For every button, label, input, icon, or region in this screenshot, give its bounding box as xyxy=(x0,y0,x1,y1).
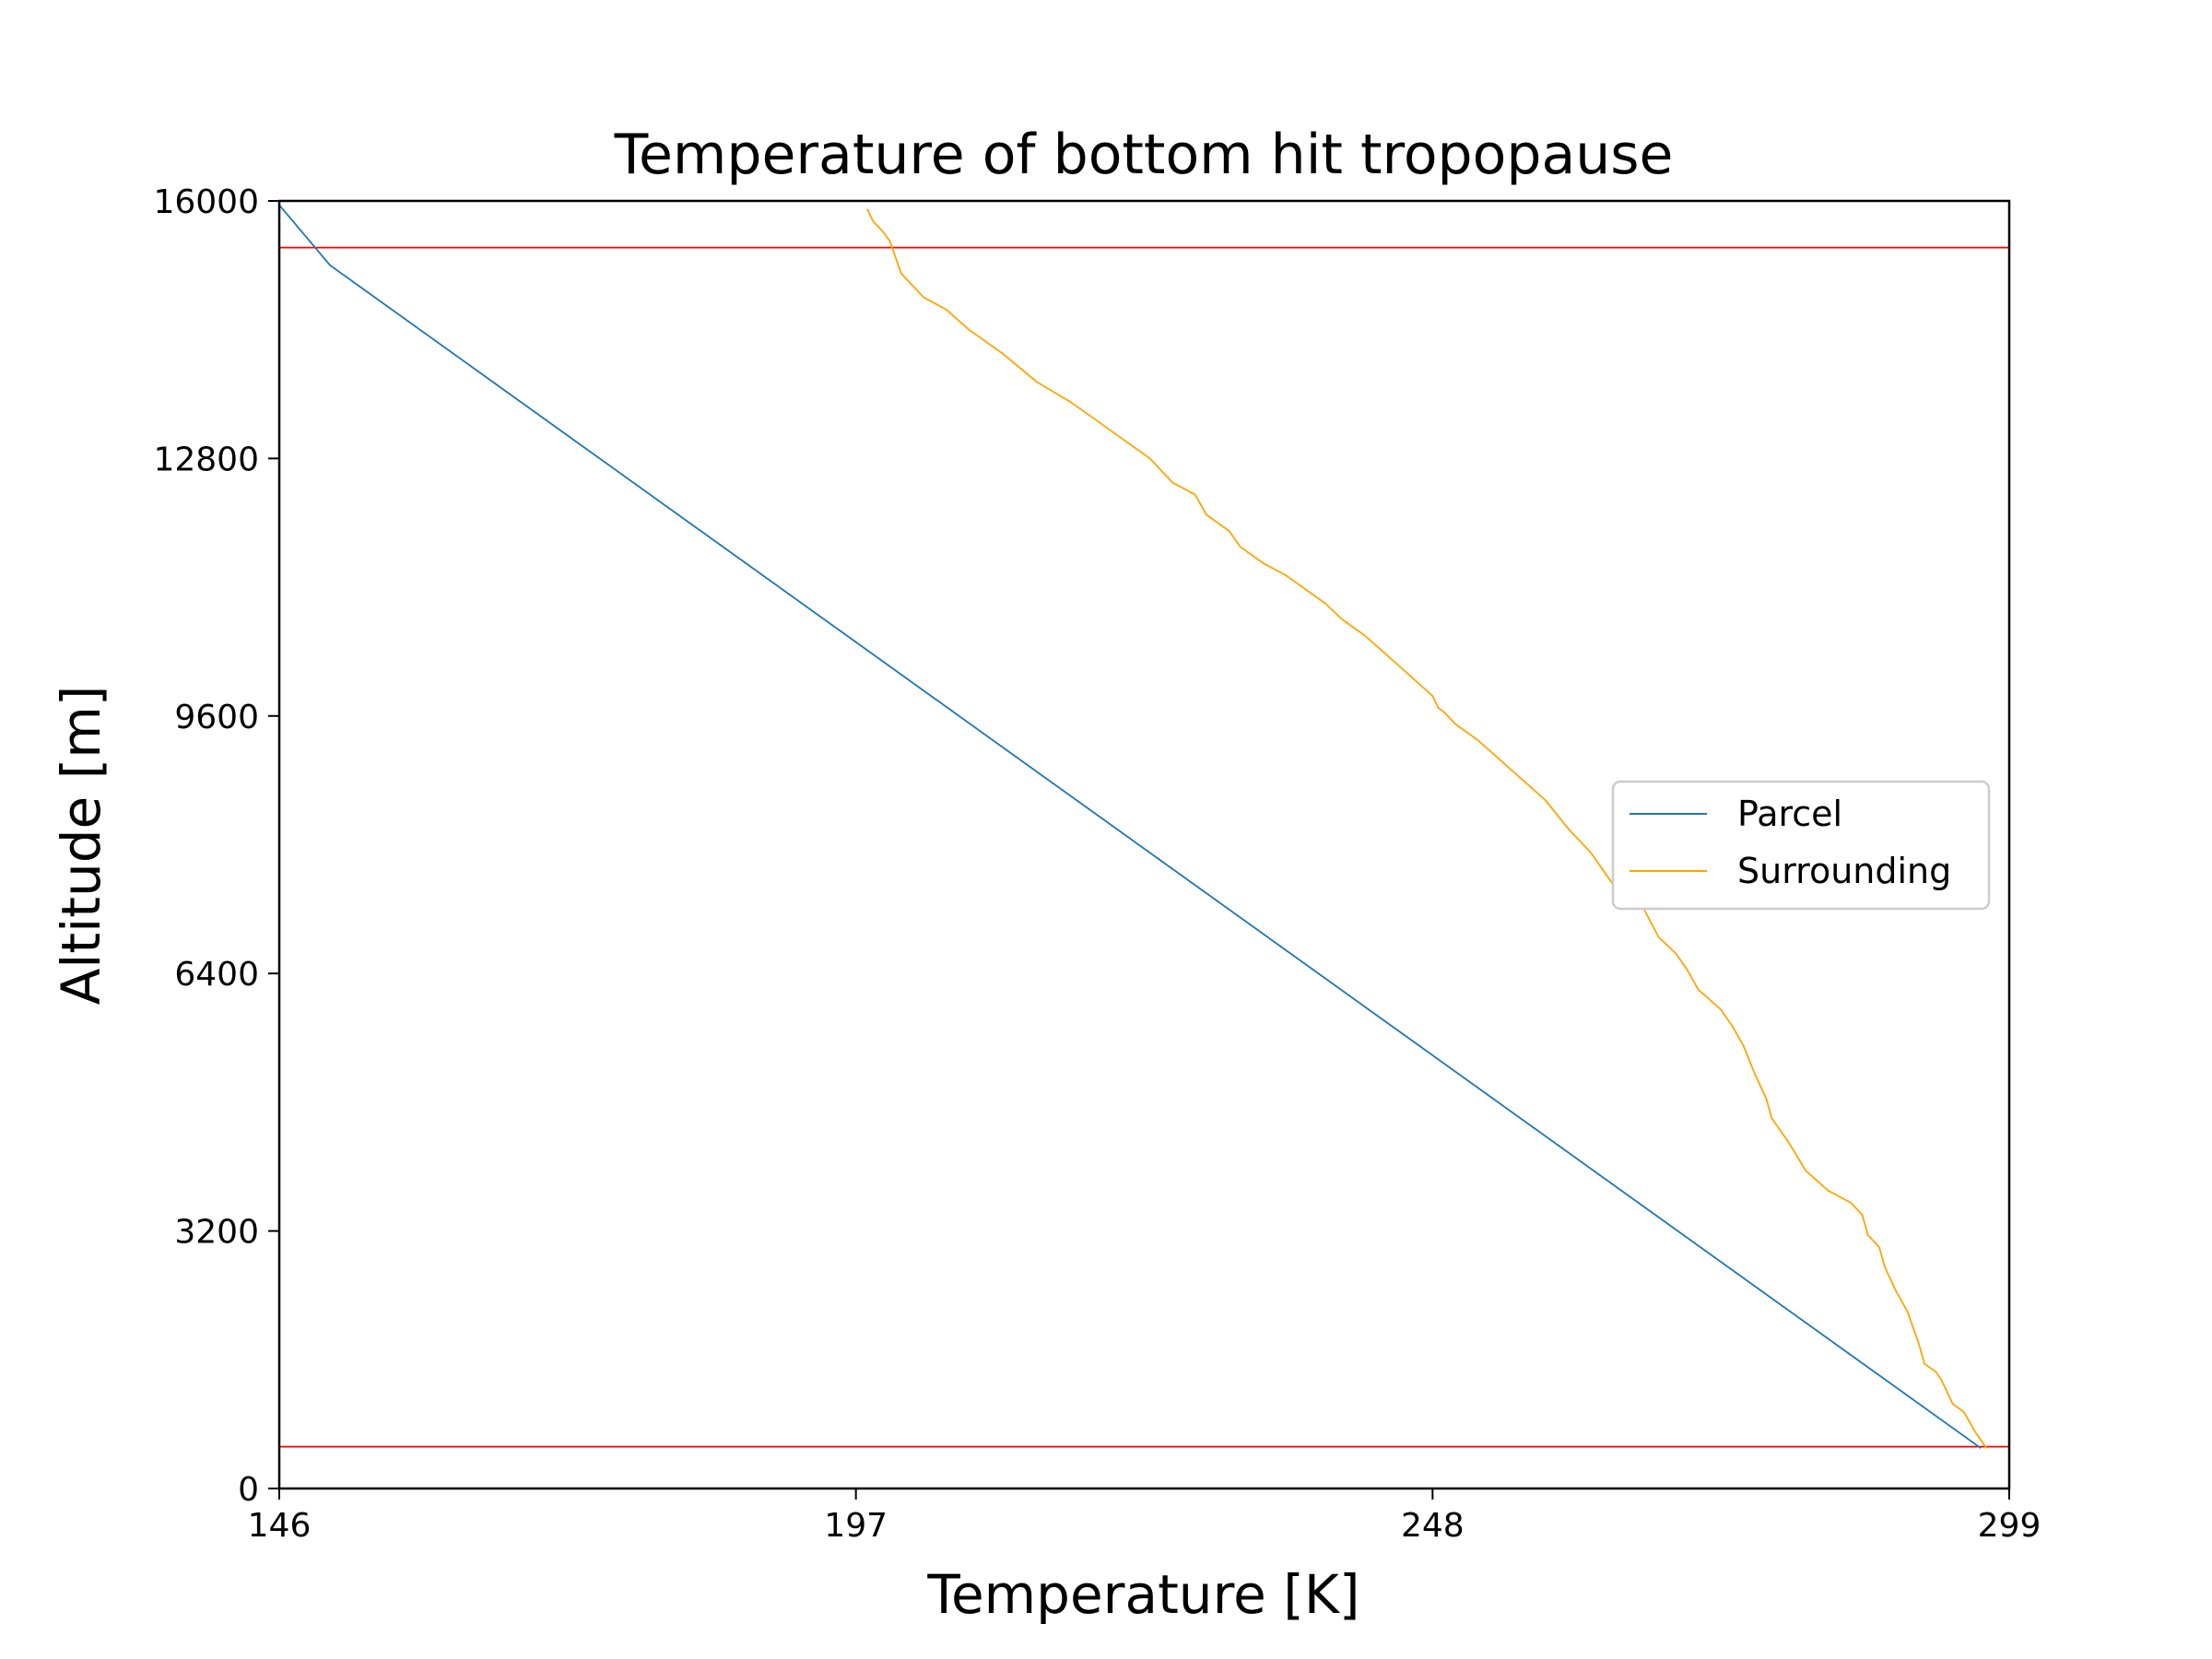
y-tick-label: 3200 xyxy=(174,1214,259,1252)
series-line-surrounding xyxy=(866,208,1988,1449)
legend-label-surrounding: Surrounding xyxy=(1737,851,1951,891)
x-tick-label: 146 xyxy=(248,1507,312,1545)
plot-frame xyxy=(277,199,2011,1490)
series-line-parcel xyxy=(278,204,1982,1450)
plot-area xyxy=(278,204,2009,1450)
y-tick-label: 6400 xyxy=(174,956,259,994)
y-tick-label: 0 xyxy=(238,1471,259,1509)
x-axis-label: Temperature [K] xyxy=(926,1563,1359,1626)
y-tick-label: 12800 xyxy=(153,441,259,478)
legend: Parcel Surrounding xyxy=(1611,780,1991,911)
legend-label-parcel: Parcel xyxy=(1737,794,1842,834)
y-tick-label: 9600 xyxy=(174,699,259,736)
y-tick-label: 16000 xyxy=(153,183,259,221)
chart-title: Temperature of bottom hit tropopause xyxy=(614,123,1674,187)
y-axis-label: Altitude [m] xyxy=(50,686,112,1006)
x-tick-label: 299 xyxy=(1978,1507,2041,1545)
x-tick-label: 248 xyxy=(1401,1507,1465,1545)
x-tick-label: 197 xyxy=(824,1507,888,1545)
axes-ticks: 146 197 248 299 0 3200 6400 9600 12800 16000 xyxy=(153,183,2041,1545)
